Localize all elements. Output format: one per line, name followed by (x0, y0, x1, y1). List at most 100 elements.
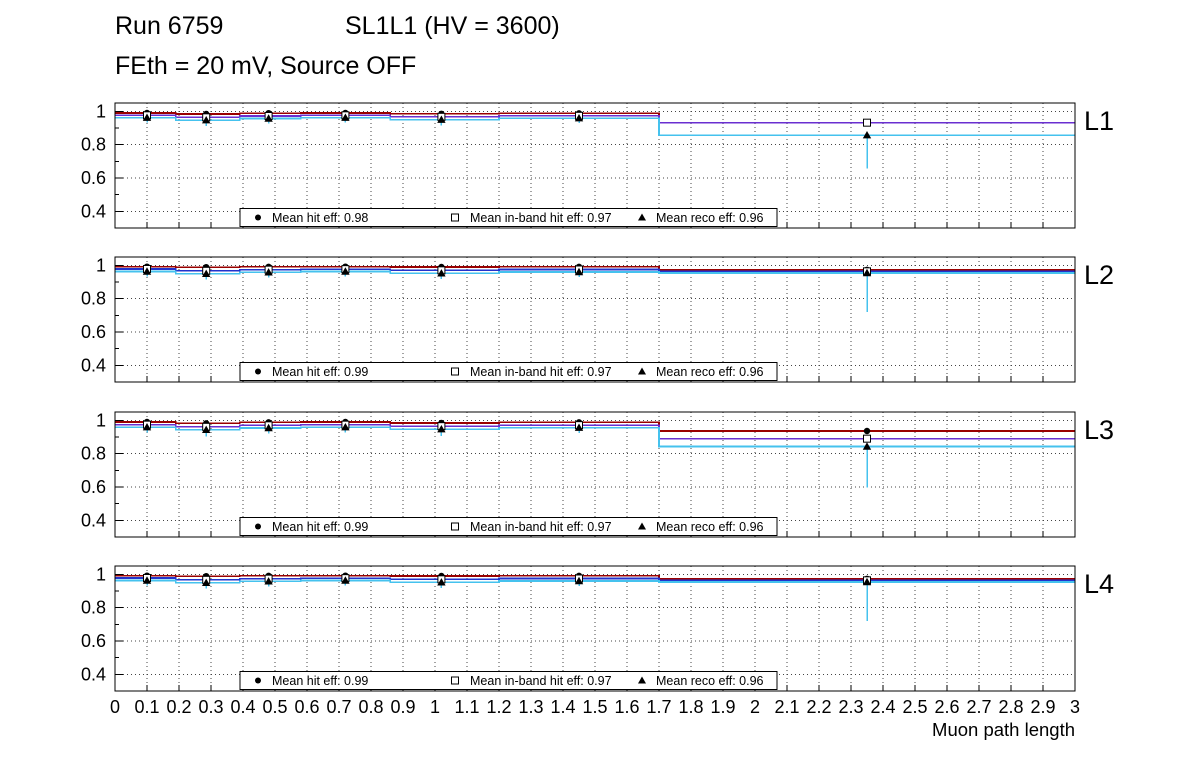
legend-square-icon (451, 213, 459, 222)
y-tick-label: 1 (96, 255, 106, 275)
y-tick-label: 0.6 (81, 631, 106, 651)
legend-triangle-icon (638, 522, 646, 530)
marker-reco-triangle (341, 422, 350, 431)
legend-box (239, 362, 778, 381)
legend-triangle-icon (638, 367, 646, 375)
x-tick-label: 2.8 (998, 697, 1023, 717)
x-tick-label: 1.5 (582, 697, 607, 717)
gridlines (115, 257, 1075, 382)
marker-inband-square (863, 118, 871, 127)
legend: Mean hit eff: 0.99 Mean in-band hit eff: … (239, 671, 778, 690)
panel-L3: 1 0.8 0.6 0.4 Mean hit eff: 0.99 Mean in-band… (81, 410, 1076, 538)
y-tick-label: 1 (96, 101, 106, 121)
y-tick-label: 0.4 (81, 201, 106, 221)
y-tick-label: 0.8 (81, 444, 106, 464)
legend-box (239, 208, 778, 227)
marker-reco-triangle (202, 578, 211, 587)
x-tick-label: 1.3 (518, 697, 543, 717)
legend: Mean hit eff: 0.99 Mean in-band hit eff: … (239, 362, 778, 381)
legend-label: Mean in-band hit eff: 0.97 (470, 674, 612, 688)
panel-label-L2: L2 (1084, 260, 1114, 290)
y-tick-label: 1 (96, 564, 106, 584)
marker-inband-square (863, 434, 871, 443)
legend-square-icon (451, 367, 459, 376)
marker-reco-triangle (862, 130, 872, 139)
x-tick-label: 0.9 (390, 697, 415, 717)
x-tick-label: 1.2 (486, 697, 511, 717)
x-tick-label: 0.2 (166, 697, 191, 717)
marker-reco-triangle (264, 114, 273, 122)
legend-box (239, 671, 778, 690)
x-tick-label: 1 (430, 697, 440, 717)
legend-triangle-icon (638, 676, 646, 684)
x-axis: 0 0.1 0.2 0.3 0.4 0.5 0.6 0.7 0.8 0.9 1 1.1 1.2 1.3 1.… (110, 697, 1080, 717)
plot-title: Run 6759 SL1L1 (HV = 3600) FEth = 20 mV,… (115, 12, 1095, 84)
marker-reco-triangle (341, 576, 350, 584)
marker-reco-triangle (264, 423, 273, 432)
marker-reco-triangle (264, 577, 273, 585)
y-tick-label: 1 (96, 410, 106, 430)
marker-reco-triangle (574, 576, 584, 585)
x-tick-label: 0.8 (358, 697, 383, 717)
x-tick-label: 2 (750, 697, 760, 717)
y-tick-label: 0.4 (81, 664, 106, 684)
x-tick-label: 2.4 (870, 697, 895, 717)
panel-L2: 1 0.8 0.6 0.4 Mean hit eff: 0.99 Mean in-band… (81, 255, 1076, 383)
legend-label: Mean reco eff: 0.96 (656, 520, 764, 534)
marker-reco-triangle (574, 267, 584, 276)
legend-square-icon (451, 522, 459, 531)
marker-reco-triangle (862, 268, 872, 277)
legend-circle-icon (255, 677, 261, 684)
legend-label: Mean reco eff: 0.96 (656, 674, 764, 688)
legend: Mean hit eff: 0.99 Mean in-band hit eff: … (239, 517, 778, 536)
marker-reco-triangle (142, 267, 152, 275)
x-tick-label: 0.3 (198, 697, 223, 717)
marker-reco-triangle (862, 442, 872, 450)
marker-reco-triangle (437, 578, 446, 586)
legend-square-icon (451, 676, 459, 685)
marker-reco-triangle (202, 425, 211, 434)
conditions-label: FEth = 20 mV, Source OFF (115, 52, 417, 80)
x-tick-label: 1.8 (678, 697, 703, 717)
gridlines (115, 566, 1075, 691)
panel-label-L1: L1 (1084, 106, 1114, 136)
marker-reco-triangle (437, 115, 446, 123)
x-tick-label: 2.9 (1030, 697, 1055, 717)
run-label: Run 6759 (115, 12, 224, 40)
y-tick-label: 0.8 (81, 135, 106, 155)
marker-reco-triangle (264, 268, 273, 276)
legend-label: Mean in-band hit eff: 0.97 (470, 520, 612, 534)
legend-label: Mean hit eff: 0.99 (272, 520, 368, 534)
marker-reco-triangle (437, 424, 446, 433)
y-tick-label: 0.6 (81, 168, 106, 188)
marker-reco-triangle (202, 115, 211, 124)
x-axis-title: Muon path length (932, 719, 1075, 740)
legend-label: Mean hit eff: 0.99 (272, 674, 368, 688)
x-tick-label: 0 (110, 697, 120, 717)
y-tick-label: 0.8 (81, 598, 106, 618)
legend-triangle-icon (638, 213, 646, 221)
chamber-hv-label: SL1L1 (HV = 3600) (345, 12, 560, 40)
legend-label: Mean in-band hit eff: 0.97 (470, 211, 612, 225)
legend-circle-icon (255, 214, 261, 221)
marker-reco-triangle (341, 113, 350, 121)
legend-label: Mean in-band hit eff: 0.97 (470, 365, 612, 379)
panel-label-L4: L4 (1084, 569, 1114, 599)
marker-reco-triangle (341, 267, 350, 275)
legend-label: Mean reco eff: 0.96 (656, 365, 764, 379)
legend-label: Mean hit eff: 0.99 (272, 365, 368, 379)
marker-reco-triangle (862, 577, 872, 586)
panel-label-L3: L3 (1084, 415, 1114, 445)
legend-label: Mean hit eff: 0.98 (272, 211, 368, 225)
x-tick-label: 0.7 (326, 697, 351, 717)
x-tick-label: 0.6 (294, 697, 319, 717)
marker-reco-triangle (574, 423, 584, 431)
x-tick-label: 1.7 (646, 697, 671, 717)
y-tick-label: 0.8 (81, 289, 106, 309)
x-tick-label: 0.4 (230, 697, 255, 717)
x-tick-label: 2.3 (838, 697, 863, 717)
legend-circle-icon (255, 368, 261, 375)
marker-reco-triangle (142, 113, 152, 121)
